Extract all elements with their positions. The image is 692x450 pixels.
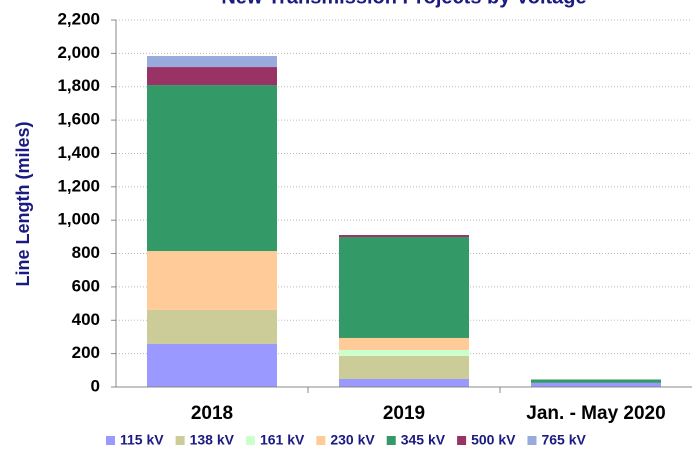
legend-label: 500 kV [471, 432, 516, 448]
x-tick-label: 2019 [383, 403, 425, 424]
bar-segment [339, 355, 469, 379]
y-tick-label: 1,600 [57, 110, 100, 129]
legend-swatch [106, 436, 115, 445]
legend-swatch [457, 436, 467, 445]
chart-title: New Transmission Projects by Voltage [221, 0, 586, 8]
x-tick-label: Jan. - May 2020 [526, 403, 665, 424]
bar-segment [147, 251, 277, 310]
bar-segment [147, 85, 277, 252]
y-tick-label: 400 [72, 310, 100, 329]
y-tick-label: 2,200 [57, 9, 100, 28]
legend-label: 230 kV [330, 432, 375, 448]
y-tick-label: 600 [72, 276, 100, 295]
y-tick-label: 800 [72, 243, 100, 262]
legend-label: 115 kV [120, 432, 164, 448]
legend-label: 345 kV [401, 432, 446, 448]
bar-segment [147, 309, 277, 344]
legend-label: 765 kV [541, 432, 586, 448]
bar-segment [147, 67, 277, 86]
legend-swatch [316, 436, 326, 445]
bar-segment [339, 235, 469, 238]
bar-segment [339, 349, 469, 356]
bar-segment [339, 337, 469, 350]
legend-swatch [386, 436, 396, 445]
legend-swatch [527, 436, 537, 445]
y-axis-label: Line Length (miles) [13, 121, 33, 286]
y-tick-label: 2,000 [57, 43, 100, 62]
bar-segment [531, 379, 661, 383]
legend-swatch [245, 436, 255, 445]
legend-label: 138 kV [190, 432, 235, 448]
bar-segment [339, 237, 469, 338]
y-tick-label: 1,400 [57, 143, 100, 162]
y-tick-label: 1,800 [57, 76, 100, 95]
bar-segment [531, 382, 661, 387]
x-tick-label: 2018 [191, 403, 233, 424]
y-tick-label: 200 [72, 343, 100, 362]
bar-segment [147, 56, 277, 68]
legend-label: 161 kV [260, 432, 305, 448]
y-tick-label: 1,200 [57, 176, 100, 195]
legend-swatch [175, 436, 185, 445]
y-tick-label: 1,000 [57, 210, 100, 229]
bar-segment [147, 343, 277, 387]
bar-segment [339, 378, 469, 387]
y-tick-label: 0 [91, 376, 100, 395]
